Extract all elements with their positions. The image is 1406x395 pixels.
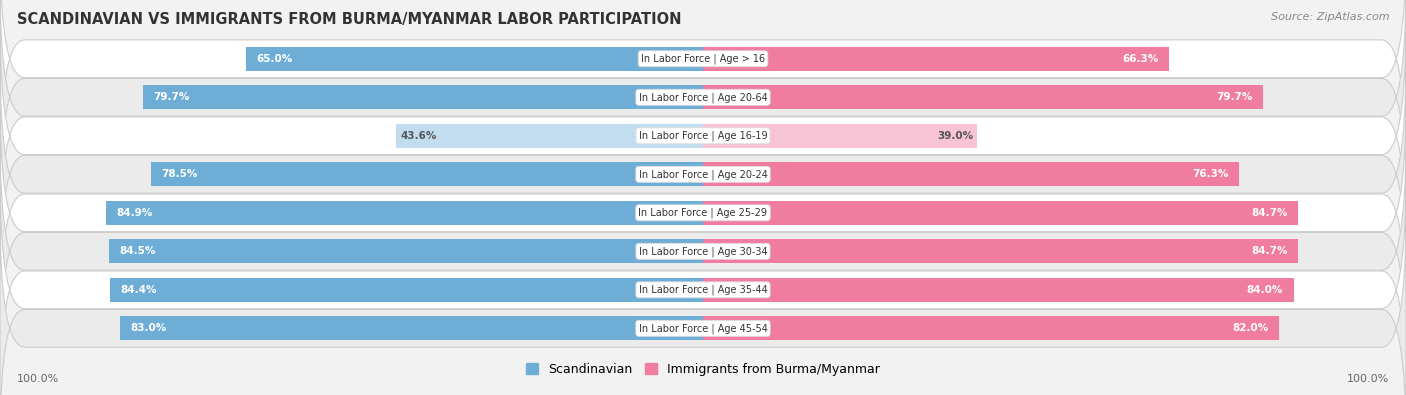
Text: In Labor Force | Age 16-19: In Labor Force | Age 16-19 (638, 130, 768, 141)
Bar (142, 85, 703, 109)
Text: 82.0%: 82.0% (1233, 324, 1268, 333)
Bar (703, 316, 1279, 340)
FancyBboxPatch shape (0, 0, 1406, 175)
Bar (703, 201, 1299, 225)
Text: 84.5%: 84.5% (120, 246, 156, 256)
Text: 43.6%: 43.6% (401, 131, 436, 141)
Text: 84.9%: 84.9% (117, 208, 153, 218)
Text: 78.5%: 78.5% (162, 169, 198, 179)
Text: In Labor Force | Age 35-44: In Labor Force | Age 35-44 (638, 284, 768, 295)
Bar (703, 85, 1264, 109)
Bar (703, 278, 1294, 302)
Bar (396, 124, 703, 148)
Bar (120, 316, 703, 340)
Text: In Labor Force | Age 30-34: In Labor Force | Age 30-34 (638, 246, 768, 257)
FancyBboxPatch shape (0, 213, 1406, 395)
Bar (110, 278, 703, 302)
Text: 83.0%: 83.0% (129, 324, 166, 333)
Text: In Labor Force | Age 45-54: In Labor Force | Age 45-54 (638, 323, 768, 334)
Text: In Labor Force | Age 20-64: In Labor Force | Age 20-64 (638, 92, 768, 103)
Text: 100.0%: 100.0% (1347, 374, 1389, 384)
Text: 84.7%: 84.7% (1251, 246, 1288, 256)
Text: 84.7%: 84.7% (1251, 208, 1288, 218)
Text: In Labor Force | Age 25-29: In Labor Force | Age 25-29 (638, 207, 768, 218)
FancyBboxPatch shape (0, 20, 1406, 252)
Bar (703, 124, 977, 148)
Bar (703, 162, 1240, 186)
Text: 76.3%: 76.3% (1192, 169, 1229, 179)
Text: 79.7%: 79.7% (153, 92, 190, 102)
Text: 39.0%: 39.0% (938, 131, 973, 141)
Text: 66.3%: 66.3% (1122, 54, 1159, 64)
Bar (703, 47, 1170, 71)
Bar (703, 239, 1299, 263)
Text: Source: ZipAtlas.com: Source: ZipAtlas.com (1271, 12, 1389, 22)
Legend: Scandinavian, Immigrants from Burma/Myanmar: Scandinavian, Immigrants from Burma/Myan… (520, 358, 886, 381)
Text: 84.0%: 84.0% (1247, 285, 1282, 295)
Text: 79.7%: 79.7% (1216, 92, 1253, 102)
FancyBboxPatch shape (0, 174, 1406, 395)
Text: 65.0%: 65.0% (256, 54, 292, 64)
FancyBboxPatch shape (0, 135, 1406, 367)
Bar (110, 239, 703, 263)
Text: 100.0%: 100.0% (17, 374, 59, 384)
Text: 84.4%: 84.4% (120, 285, 156, 295)
FancyBboxPatch shape (0, 0, 1406, 213)
Text: In Labor Force | Age > 16: In Labor Force | Age > 16 (641, 53, 765, 64)
Bar (152, 162, 703, 186)
Bar (246, 47, 703, 71)
FancyBboxPatch shape (0, 58, 1406, 290)
FancyBboxPatch shape (0, 97, 1406, 329)
Bar (105, 201, 703, 225)
Text: SCANDINAVIAN VS IMMIGRANTS FROM BURMA/MYANMAR LABOR PARTICIPATION: SCANDINAVIAN VS IMMIGRANTS FROM BURMA/MY… (17, 12, 682, 27)
Text: In Labor Force | Age 20-24: In Labor Force | Age 20-24 (638, 169, 768, 180)
